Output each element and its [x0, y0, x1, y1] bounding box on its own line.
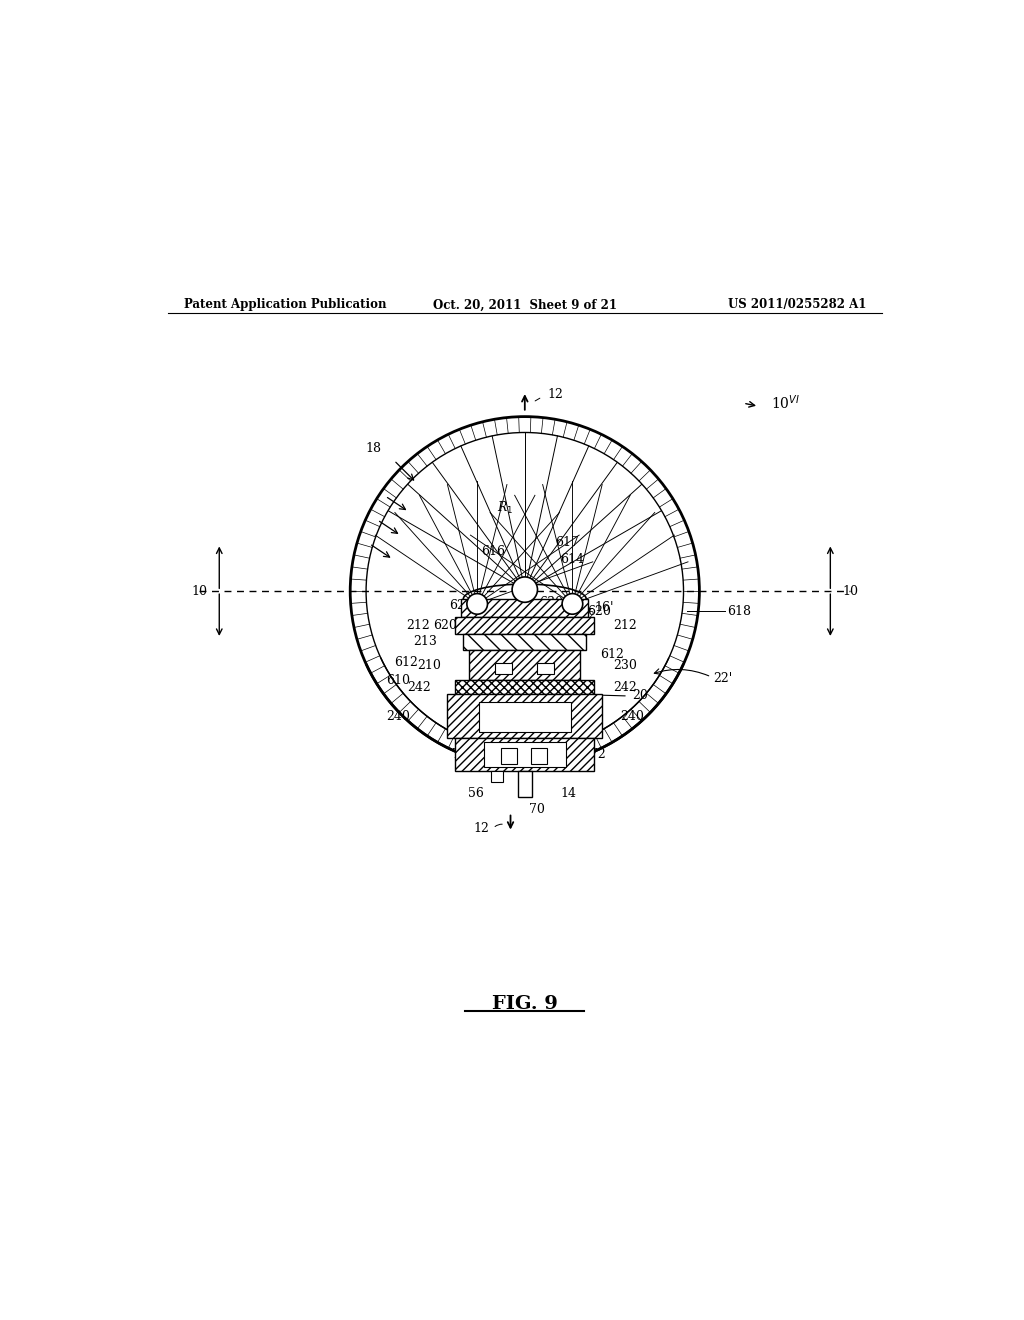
Text: 70: 70 — [528, 803, 545, 816]
Bar — [537, 663, 554, 673]
Text: 242: 242 — [408, 681, 431, 694]
Text: 10$^{VI}$: 10$^{VI}$ — [771, 393, 800, 412]
Circle shape — [512, 577, 538, 602]
Text: 617: 617 — [555, 536, 579, 549]
Text: 620: 620 — [433, 619, 458, 632]
Circle shape — [562, 594, 583, 614]
Bar — [501, 748, 517, 764]
Text: 72: 72 — [452, 748, 468, 762]
Text: 12: 12 — [473, 822, 489, 836]
Bar — [456, 616, 594, 634]
Text: 10: 10 — [191, 585, 207, 598]
Text: 20: 20 — [632, 689, 648, 702]
Bar — [495, 663, 512, 673]
Bar — [518, 771, 531, 797]
Text: 630: 630 — [539, 595, 563, 609]
Text: 240: 240 — [620, 710, 644, 723]
Bar — [456, 680, 594, 694]
Text: US 2011/0255282 A1: US 2011/0255282 A1 — [728, 298, 866, 312]
Text: 10: 10 — [842, 585, 858, 598]
Bar — [492, 771, 503, 783]
Text: 14: 14 — [560, 787, 577, 800]
Bar — [479, 701, 570, 731]
Bar — [483, 742, 566, 767]
Text: 618: 618 — [727, 605, 752, 618]
Text: 212: 212 — [613, 619, 637, 632]
Text: 22': 22' — [714, 672, 733, 685]
Text: 614: 614 — [560, 553, 585, 566]
Text: 624: 624 — [450, 599, 473, 612]
Text: R$_2$: R$_2$ — [579, 606, 595, 622]
Text: 18: 18 — [366, 442, 382, 454]
Text: 612: 612 — [600, 648, 624, 661]
Bar — [456, 738, 594, 771]
Text: 56: 56 — [468, 787, 483, 800]
Text: 612: 612 — [394, 656, 418, 669]
Bar — [469, 649, 581, 680]
Text: 210: 210 — [418, 659, 441, 672]
Text: Patent Application Publication: Patent Application Publication — [183, 298, 386, 312]
Bar — [531, 748, 547, 764]
Text: 230: 230 — [613, 659, 638, 672]
Text: 72: 72 — [590, 748, 605, 762]
Text: R$_1$: R$_1$ — [497, 500, 513, 516]
Bar — [461, 599, 588, 616]
Bar — [463, 634, 587, 649]
Text: 610: 610 — [386, 673, 410, 686]
Text: 213: 213 — [414, 635, 437, 648]
Bar — [447, 694, 602, 738]
Text: 242: 242 — [613, 681, 637, 694]
Text: 12: 12 — [547, 388, 563, 401]
Text: 212: 212 — [406, 619, 430, 632]
Text: 616: 616 — [481, 545, 505, 558]
Circle shape — [467, 594, 487, 614]
Text: FIG. 9: FIG. 9 — [492, 995, 558, 1012]
Text: 16': 16' — [595, 602, 614, 614]
Text: Oct. 20, 2011  Sheet 9 of 21: Oct. 20, 2011 Sheet 9 of 21 — [433, 298, 616, 312]
Text: 240: 240 — [386, 710, 410, 723]
Text: 620: 620 — [587, 606, 610, 618]
